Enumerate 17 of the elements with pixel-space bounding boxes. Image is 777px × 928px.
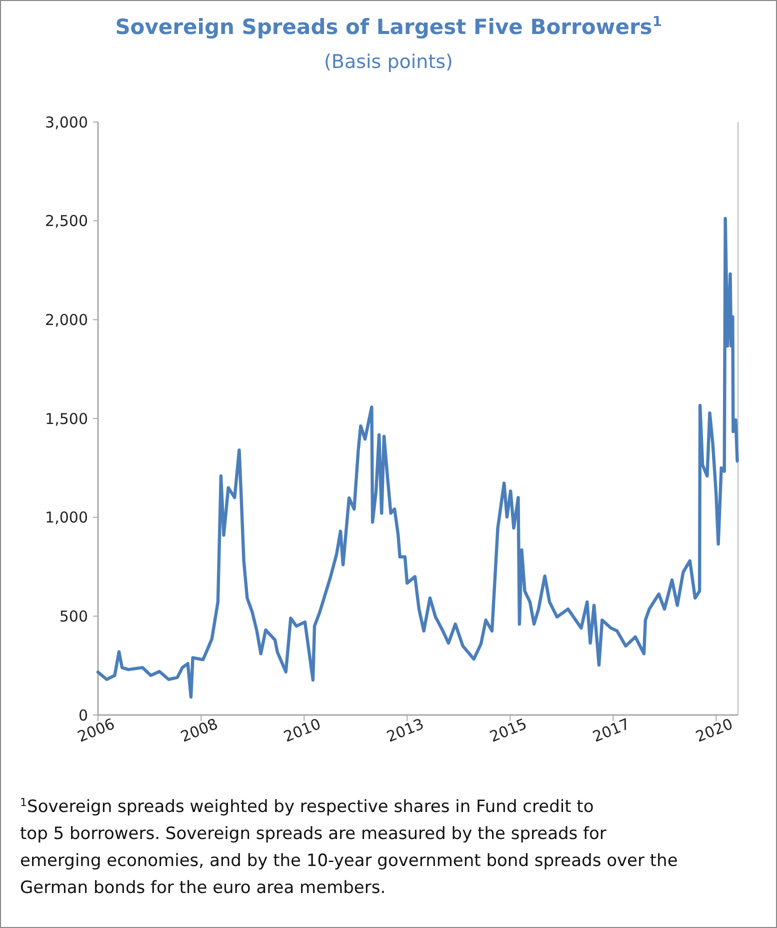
y-tick-label: 3,000	[45, 113, 88, 132]
y-tick-label: 1,500	[45, 410, 88, 428]
text: $^{1}$Sovereign spreads weighted by respective shares in Fund credit to top 5 borrowers. Sovereign spreads are measured by the spreads for emerging economies, and by the 10-year government bond spreads over the German bonds for the euro area members.	[20, 796, 678, 898]
line-series	[96, 216, 739, 699]
x-tick-label: 2010	[281, 714, 324, 746]
x-tick-label: 2017	[590, 714, 632, 746]
y-tick-label: 1,000	[45, 508, 88, 527]
y-tick-label: 500	[59, 607, 88, 626]
x-tick-label: 2015	[487, 714, 530, 746]
y-tick-label: 2,000	[45, 310, 88, 329]
y-tick-label: 0	[78, 706, 88, 724]
x-tick-label: 2013	[384, 714, 426, 746]
x-tick-label: 2020	[693, 714, 736, 746]
chart-title: Sovereign Spreads of Largest Five Borrowers$^{1}$	[115, 14, 662, 39]
x-tick-label: 2008	[178, 714, 220, 746]
chart-subtitle: (Basis points)	[324, 51, 453, 73]
y-tick-label: 2,500	[45, 212, 88, 230]
